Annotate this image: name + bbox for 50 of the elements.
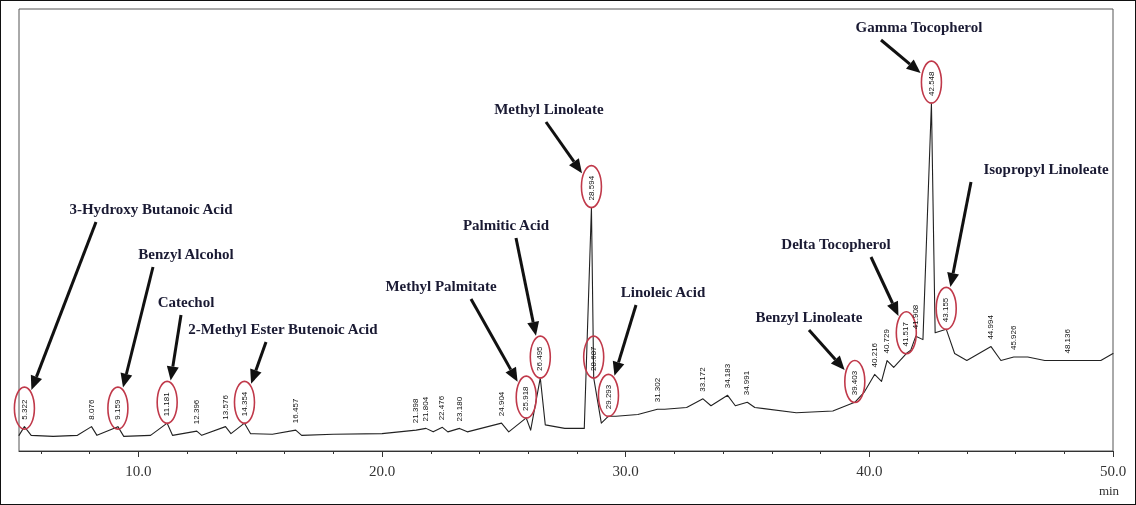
annotation: 12.396	[191, 399, 201, 425]
annotation: 41.908	[910, 304, 920, 330]
x-tick-label: 10.0	[125, 462, 152, 479]
annotation: Delta Tocopherol	[781, 236, 891, 253]
annotation: 29.293	[603, 384, 613, 410]
annotation: 48.136	[1062, 328, 1072, 354]
annotation: 42.548	[926, 70, 936, 96]
annotation: 28.594	[586, 175, 596, 201]
annotation: 14.354	[239, 391, 249, 417]
annotation: Catechol	[157, 294, 215, 311]
x-tick-label: 50.0	[1099, 462, 1127, 479]
text: Gamma Tocopherol	[855, 19, 983, 36]
annotation: Palmitic Acid	[462, 217, 550, 234]
annotation: 24.904	[496, 391, 506, 417]
annotation: 39.403	[849, 370, 859, 396]
x-tick-label: 30.0	[612, 462, 639, 479]
annotation: 33.172	[698, 366, 708, 392]
annotation: 11.181	[162, 391, 172, 417]
annotation: 23.180	[454, 396, 464, 422]
annotation: 5.322	[19, 399, 29, 420]
annotation: 21.398	[411, 398, 421, 424]
annotation: 8.076	[86, 399, 96, 420]
annotation: 2-Methyl Ester Butenoic Acid	[188, 321, 379, 338]
annotation: 40.729	[882, 328, 892, 354]
annotation: 3-Hydroxy Butanoic Acid	[69, 201, 234, 218]
annotation: 16.457	[290, 398, 300, 424]
annotation: 28.687	[588, 345, 598, 371]
annotation: 43.155	[941, 297, 951, 323]
annotation: 44.994	[986, 314, 996, 340]
annotation: 22.476	[437, 395, 447, 421]
annotation: 9.159	[113, 399, 123, 420]
annotation: Benzyl Linoleate	[755, 309, 863, 326]
x-tick-label: 40.0	[856, 462, 883, 479]
annotation: 41.517	[901, 321, 911, 347]
annotation: Isopropyl Linoleate	[983, 161, 1109, 178]
annotation: 34.183	[722, 363, 732, 389]
x-axis-title: min	[1098, 483, 1120, 498]
x-tick-label: 20.0	[368, 462, 396, 479]
annotation: Methyl Linoleate	[494, 101, 605, 118]
annotation: 13.576	[220, 394, 230, 420]
annotation: 40.216	[869, 342, 879, 368]
annotation: 25.918	[521, 385, 531, 411]
annotation: 45.926	[1008, 325, 1018, 351]
annotation: 31.302	[652, 377, 662, 403]
annotation: Benzyl Alcohol	[138, 246, 234, 263]
annotation: Methyl Palmitate	[385, 278, 497, 295]
annotation: 26.495	[535, 345, 545, 371]
annotation: 21.804	[421, 396, 431, 422]
annotation: 34.991	[742, 370, 752, 396]
annotation: Linoleic Acid	[620, 284, 706, 301]
